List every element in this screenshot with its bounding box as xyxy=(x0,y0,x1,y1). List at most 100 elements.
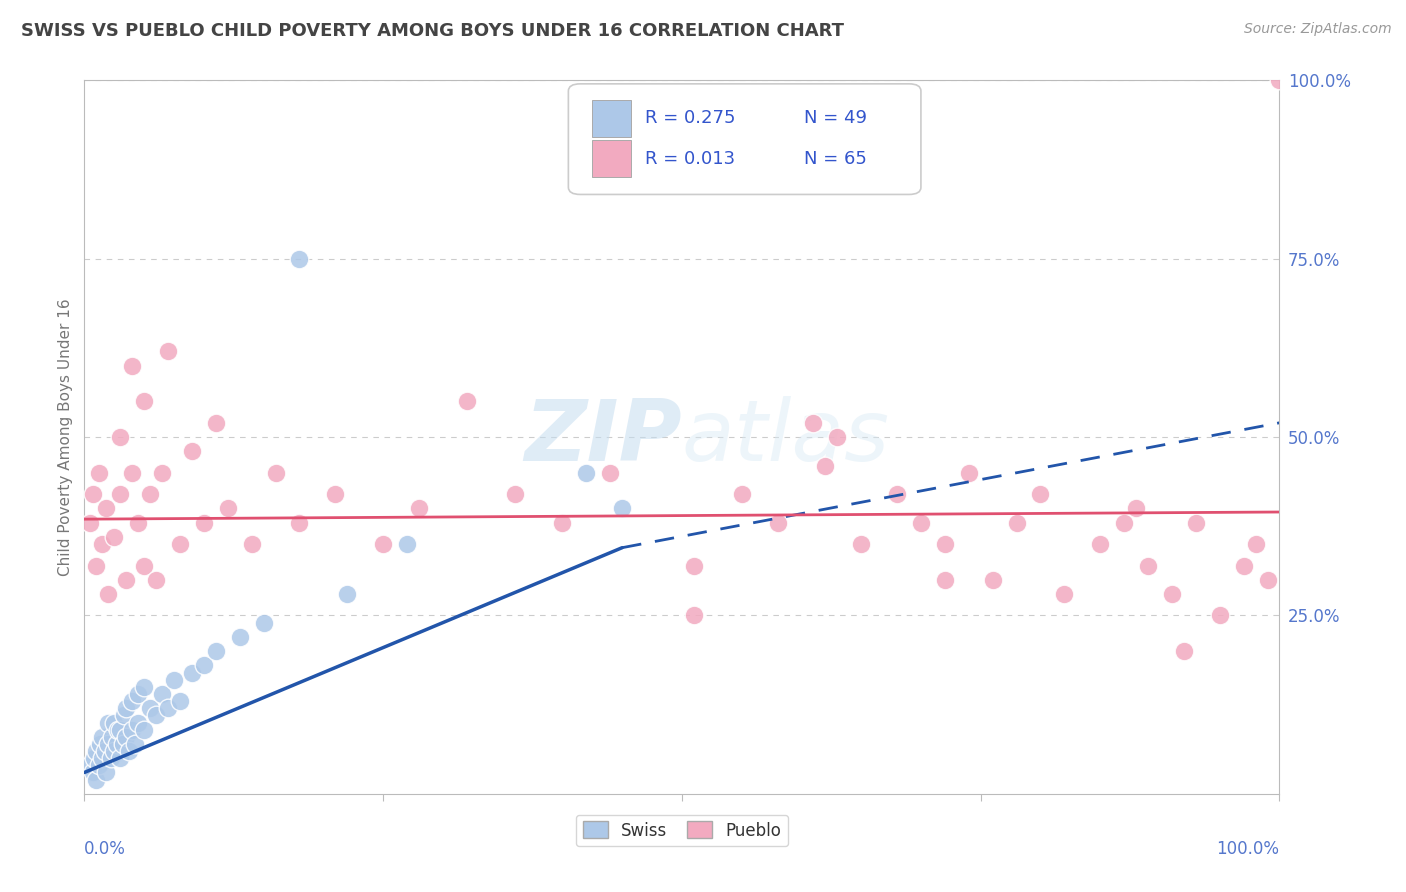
Point xyxy=(97,715,120,730)
Point xyxy=(163,673,186,687)
Point xyxy=(132,558,156,573)
Point xyxy=(264,466,287,480)
Point xyxy=(288,252,311,266)
Text: N = 49: N = 49 xyxy=(804,109,868,127)
FancyBboxPatch shape xyxy=(592,100,630,136)
Point xyxy=(145,708,167,723)
Point xyxy=(107,723,129,737)
Point xyxy=(157,701,180,715)
Point xyxy=(82,487,104,501)
Point xyxy=(127,715,149,730)
Point xyxy=(1161,587,1184,601)
Text: ZIP: ZIP xyxy=(524,395,682,479)
Point xyxy=(121,359,143,373)
Legend: Swiss, Pueblo: Swiss, Pueblo xyxy=(576,814,787,847)
Point xyxy=(112,708,135,723)
FancyBboxPatch shape xyxy=(568,84,921,194)
Text: atlas: atlas xyxy=(682,395,890,479)
Point xyxy=(100,751,122,765)
Point xyxy=(115,701,138,715)
Point xyxy=(103,530,125,544)
Point xyxy=(336,587,359,601)
Point xyxy=(150,687,173,701)
Point xyxy=(288,516,311,530)
Point xyxy=(87,758,110,772)
Point xyxy=(169,537,191,551)
Text: N = 65: N = 65 xyxy=(804,150,866,168)
Point xyxy=(157,344,180,359)
Point xyxy=(117,744,139,758)
Point xyxy=(1114,516,1136,530)
Point xyxy=(1268,73,1291,87)
Point xyxy=(139,487,162,501)
Point xyxy=(373,537,395,551)
Point xyxy=(110,430,132,444)
Point xyxy=(110,487,132,501)
Text: SWISS VS PUEBLO CHILD POVERTY AMONG BOYS UNDER 16 CORRELATION CHART: SWISS VS PUEBLO CHILD POVERTY AMONG BOYS… xyxy=(21,22,844,40)
Point xyxy=(103,744,125,758)
Point xyxy=(408,501,430,516)
Point xyxy=(1257,573,1279,587)
Point xyxy=(111,737,134,751)
Point xyxy=(132,394,156,409)
Point xyxy=(91,751,114,765)
Point xyxy=(105,737,128,751)
Point xyxy=(115,573,138,587)
Point xyxy=(91,537,114,551)
Point xyxy=(79,516,101,530)
Point xyxy=(145,573,167,587)
Point xyxy=(1244,537,1267,551)
Point xyxy=(253,615,276,630)
Point xyxy=(205,416,228,430)
Point xyxy=(94,501,117,516)
Point xyxy=(181,665,204,680)
Point xyxy=(456,394,478,409)
Point xyxy=(121,694,143,708)
Point xyxy=(127,516,149,530)
Point xyxy=(94,765,117,780)
Point xyxy=(132,680,156,694)
Text: Source: ZipAtlas.com: Source: ZipAtlas.com xyxy=(1244,22,1392,37)
Point xyxy=(886,487,908,501)
Point xyxy=(396,537,419,551)
Point xyxy=(101,730,124,744)
Point xyxy=(139,701,162,715)
Point xyxy=(766,516,789,530)
Point xyxy=(83,751,105,765)
Point xyxy=(169,694,191,708)
FancyBboxPatch shape xyxy=(592,140,630,178)
Point xyxy=(503,487,526,501)
Point xyxy=(1209,608,1232,623)
Point xyxy=(110,723,132,737)
Point xyxy=(89,737,111,751)
Point xyxy=(551,516,574,530)
Y-axis label: Child Poverty Among Boys Under 16: Child Poverty Among Boys Under 16 xyxy=(58,298,73,576)
Point xyxy=(1090,537,1112,551)
Point xyxy=(803,416,825,430)
Point xyxy=(103,715,125,730)
Point xyxy=(1125,501,1147,516)
Point xyxy=(132,723,156,737)
Point xyxy=(121,723,143,737)
Point xyxy=(86,772,108,787)
Point xyxy=(79,758,101,772)
Point xyxy=(1053,587,1076,601)
Point xyxy=(229,630,252,644)
Point xyxy=(86,744,108,758)
Point xyxy=(612,501,634,516)
Point xyxy=(193,516,215,530)
Point xyxy=(181,444,204,458)
Point xyxy=(599,466,621,480)
Text: R = 0.013: R = 0.013 xyxy=(645,150,735,168)
Point xyxy=(110,751,132,765)
Point xyxy=(121,466,143,480)
Text: R = 0.275: R = 0.275 xyxy=(645,109,735,127)
Point xyxy=(1005,516,1028,530)
Point xyxy=(205,644,228,658)
Point xyxy=(86,558,108,573)
Point xyxy=(1029,487,1052,501)
Point xyxy=(851,537,873,551)
Point xyxy=(957,466,980,480)
Point xyxy=(97,587,120,601)
Point xyxy=(193,658,215,673)
